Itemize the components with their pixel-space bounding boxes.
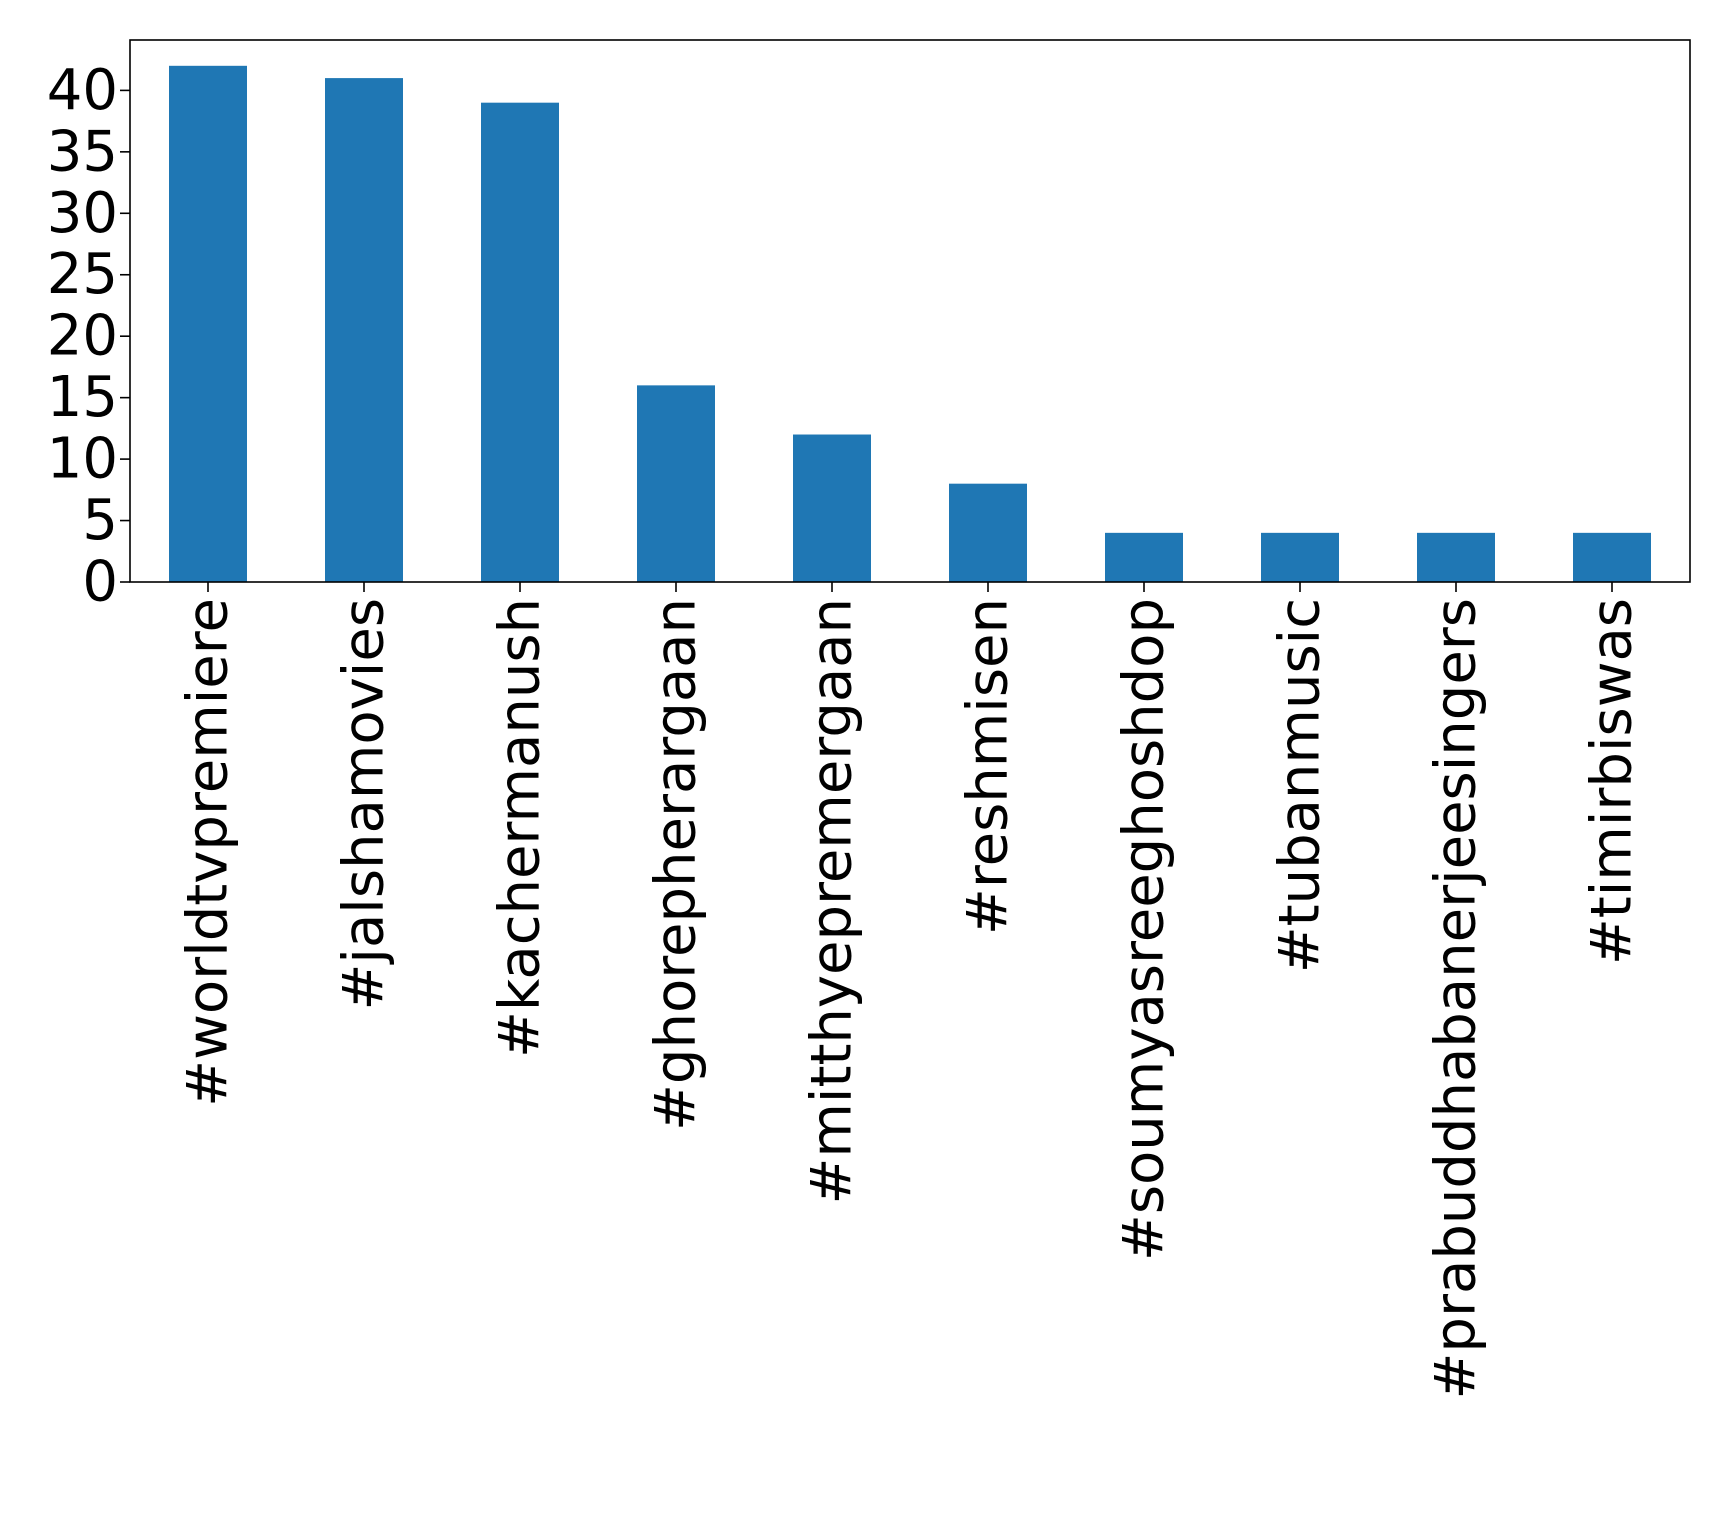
x-tick-label: #worldtvpremiere xyxy=(176,598,241,1107)
x-tick-label: #jalshamovies xyxy=(332,598,397,1010)
plot-frame xyxy=(129,39,1691,583)
x-tick-label: #timirbiswas xyxy=(1580,598,1645,965)
y-tick-label: 5 xyxy=(82,488,118,553)
x-axis: #worldtvpremiere #jalshamovies #kachermanu… xyxy=(176,582,1645,1399)
bars-layer xyxy=(169,65,1651,583)
x-tick-label: #prabuddhabanerjeesingers xyxy=(1424,598,1489,1399)
bar xyxy=(949,483,1027,582)
y-tick-label: 20 xyxy=(47,304,118,369)
bar xyxy=(481,102,559,583)
y-tick-label: 35 xyxy=(47,119,118,184)
x-tick-label: #mitthyepremergaan xyxy=(800,598,865,1205)
bar xyxy=(1573,532,1651,582)
y-tick-label: 15 xyxy=(47,365,118,430)
y-tick-label: 10 xyxy=(47,427,118,492)
bar xyxy=(1105,532,1183,582)
bar xyxy=(325,78,403,582)
y-tick-label: 30 xyxy=(47,181,118,246)
x-tick-label: #tubanmusic xyxy=(1268,598,1333,973)
x-tick-label: #reshmisen xyxy=(956,598,1021,935)
y-tick-label: 40 xyxy=(47,58,118,123)
bar xyxy=(1261,532,1339,582)
bar xyxy=(637,385,715,582)
x-tick-label: #kachermanush xyxy=(488,598,553,1058)
y-tick-label: 0 xyxy=(82,550,118,615)
x-tick-label: #ghorepherargaan xyxy=(644,598,709,1131)
y-tick-label: 25 xyxy=(47,242,118,307)
bar xyxy=(793,434,871,582)
x-tick-label: #soumyasreeghoshdop xyxy=(1112,598,1177,1261)
bar xyxy=(169,65,247,582)
bar xyxy=(1417,532,1495,582)
